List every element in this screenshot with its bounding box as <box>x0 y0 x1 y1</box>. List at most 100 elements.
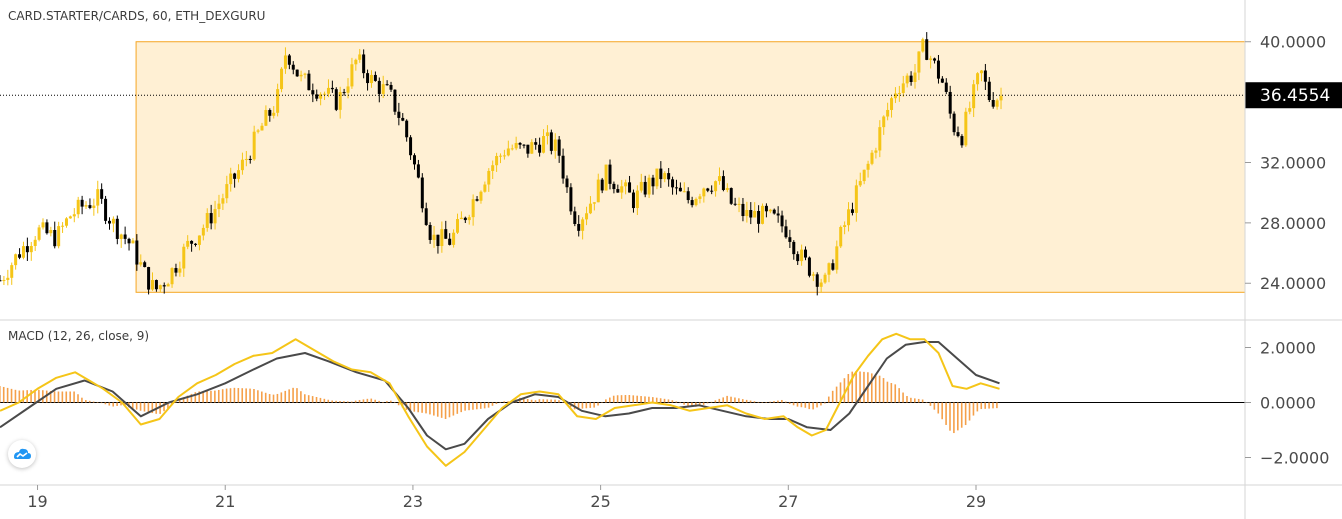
macd-line <box>0 332 1000 467</box>
candle-down <box>135 240 139 265</box>
candle-down <box>850 209 854 213</box>
candle-down <box>909 75 913 82</box>
histogram-bar <box>96 402 99 403</box>
symbol-legend: CARD.STARTER/CARDS, 60, ETH_DEXGURU <box>8 9 266 23</box>
histogram-bar <box>18 390 21 403</box>
histogram-bar <box>85 400 87 403</box>
histogram-bar <box>855 371 857 403</box>
candle-down <box>412 155 416 165</box>
histogram-bar <box>327 399 330 403</box>
candle-up <box>186 240 190 247</box>
histogram-bar <box>941 402 943 420</box>
candle-down <box>416 164 420 178</box>
histogram-bar <box>964 402 967 426</box>
histogram-bar <box>812 402 814 410</box>
candle-up <box>495 156 499 166</box>
histogram-bar <box>108 402 111 406</box>
candle-up <box>639 181 643 191</box>
histogram-bar <box>112 402 114 407</box>
candle-up <box>37 227 41 240</box>
candle-down <box>330 87 334 90</box>
candle-down <box>194 243 198 245</box>
histogram-bar <box>311 396 314 403</box>
histogram-bar <box>960 402 963 428</box>
tradingview-logo-icon[interactable] <box>8 440 36 468</box>
histogram-bar <box>714 400 717 403</box>
candle-down <box>956 132 960 137</box>
histogram-bar <box>202 391 204 403</box>
candle-down <box>804 249 808 258</box>
candle-up <box>530 142 534 154</box>
histogram-bar <box>147 402 150 413</box>
candle-down <box>127 238 131 244</box>
candle-up <box>201 227 205 236</box>
candle-down <box>248 158 252 160</box>
candle-up <box>197 235 201 245</box>
histogram-bar <box>210 390 212 403</box>
candle-up <box>682 191 686 193</box>
histogram-bar <box>190 393 193 403</box>
histogram-bar <box>276 393 279 403</box>
candle-down <box>311 90 315 95</box>
histogram-bar <box>874 374 877 403</box>
range-box <box>135 41 1246 293</box>
histogram-bar <box>0 386 1 403</box>
candle-up <box>581 219 585 231</box>
candle-up <box>999 95 1003 101</box>
candle-down <box>233 173 237 179</box>
histogram-bar <box>808 402 811 410</box>
candle-up <box>178 268 182 273</box>
histogram-bar <box>268 394 271 403</box>
candle-down <box>385 84 389 86</box>
histogram-bar <box>890 383 893 403</box>
histogram-bar <box>925 402 928 403</box>
histogram-bar <box>640 396 642 403</box>
candle-up <box>542 136 546 153</box>
candle-up <box>866 163 870 170</box>
histogram-bar <box>217 389 220 403</box>
candle-down <box>334 89 338 110</box>
histogram-bar <box>304 394 306 403</box>
histogram-bar <box>683 402 685 405</box>
candle-down <box>796 254 800 262</box>
candle-down <box>534 142 538 145</box>
histogram-bar <box>534 400 537 403</box>
candle-up <box>663 173 667 180</box>
candle-down <box>424 208 428 225</box>
candle-up <box>260 125 264 131</box>
histogram-bar <box>992 402 994 409</box>
candle-down <box>409 137 413 156</box>
histogram-bar <box>800 402 803 408</box>
histogram-bar <box>350 401 353 403</box>
candle-up <box>244 158 248 160</box>
histogram-bar <box>194 392 197 403</box>
candle-down <box>780 215 784 227</box>
candle-up <box>483 184 487 192</box>
candle-up <box>753 210 757 218</box>
candle-up <box>139 262 143 265</box>
histogram-bar <box>245 388 247 403</box>
candle-down <box>776 213 780 216</box>
histogram-bar <box>495 402 498 404</box>
candle-up <box>917 51 921 73</box>
candles <box>0 32 1003 296</box>
histogram-bar <box>542 399 545 403</box>
candle-down <box>729 188 733 204</box>
candle-up <box>158 285 162 290</box>
histogram-bar <box>456 402 459 414</box>
last-price-label: 36.4554 <box>1260 86 1330 106</box>
macd-tick-label: −2.0000 <box>1260 449 1329 468</box>
histogram-bar <box>601 402 603 403</box>
histogram-bar <box>749 400 752 403</box>
candle-up <box>338 92 342 110</box>
candle-down <box>733 203 737 205</box>
histogram-bar <box>769 401 771 403</box>
candle-down <box>569 187 573 212</box>
candle-down <box>475 199 479 201</box>
histogram-bar <box>88 400 91 403</box>
histogram-bar <box>902 392 904 403</box>
candle-down <box>721 176 725 190</box>
histogram-bar <box>229 388 232 403</box>
cloud-icon <box>14 448 31 459</box>
